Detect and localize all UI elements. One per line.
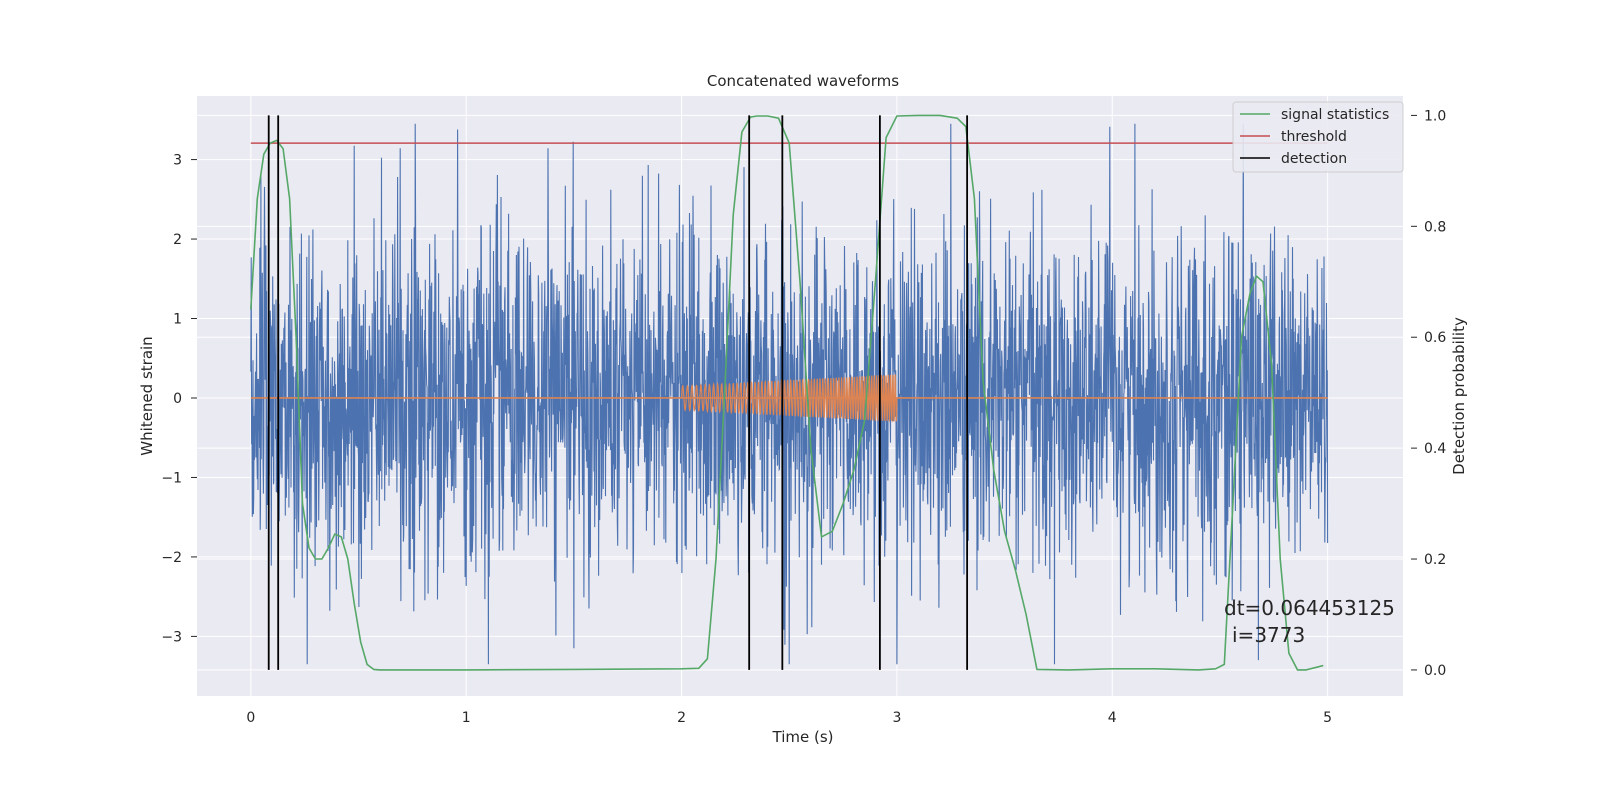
injection-chirp [681,374,898,423]
annotation-i: i=3773 [1232,623,1305,647]
axis-ticks: 0 1 2 3 4 5 −3 −2 −1 0 1 2 3 0.0 0.2 0.4 0.6 0.8 1.0 [161,108,1446,726]
x-tick-label: 0 [246,710,255,726]
injection-layer [250,374,1328,423]
y-tick-label: 1 [173,312,182,328]
y-tick-label: 0 [173,391,182,407]
y2-tick-label: 1.0 [1424,108,1446,124]
y2-tick-label: 0.8 [1424,219,1446,235]
y-axis-title: Whitened strain [138,336,156,455]
y-tick-label: 2 [173,232,182,248]
plot-area [250,114,1329,671]
y-tick-label: −1 [161,470,182,486]
strain-layer [250,123,1329,665]
legend-label-detection: detection [1281,151,1347,167]
x-tick-label: 3 [892,710,901,726]
x-tick-label: 2 [677,710,686,726]
x-axis-title: Time (s) [772,728,834,746]
y2-tick-label: 0.0 [1424,663,1446,679]
signal-statistics-line [250,114,1324,671]
annotation: dt=0.064453125 i=3773 [1224,596,1395,647]
annotation-dt: dt=0.064453125 [1224,596,1395,620]
right-axis-layer [250,114,1328,671]
legend: signal statistics threshold detection [1232,101,1404,173]
y2-tick-label: 0.2 [1424,552,1446,568]
chart-title: Concatenated waveforms [707,72,899,90]
x-tick-label: 1 [462,710,471,726]
y-tick-label: 3 [173,153,182,169]
legend-label-signal-statistics: signal statistics [1281,107,1389,123]
strain-trace [250,123,1329,665]
y-tick-label: −2 [161,550,182,566]
y-tick-label: −3 [161,629,182,645]
x-tick-label: 4 [1108,710,1117,726]
legend-label-threshold: threshold [1281,129,1347,145]
y2-axis-title: Detection probability [1450,317,1468,475]
y2-tick-label: 0.6 [1424,330,1446,346]
x-tick-label: 5 [1323,710,1332,726]
y2-tick-label: 0.4 [1424,441,1446,457]
legend-box [1232,101,1404,173]
